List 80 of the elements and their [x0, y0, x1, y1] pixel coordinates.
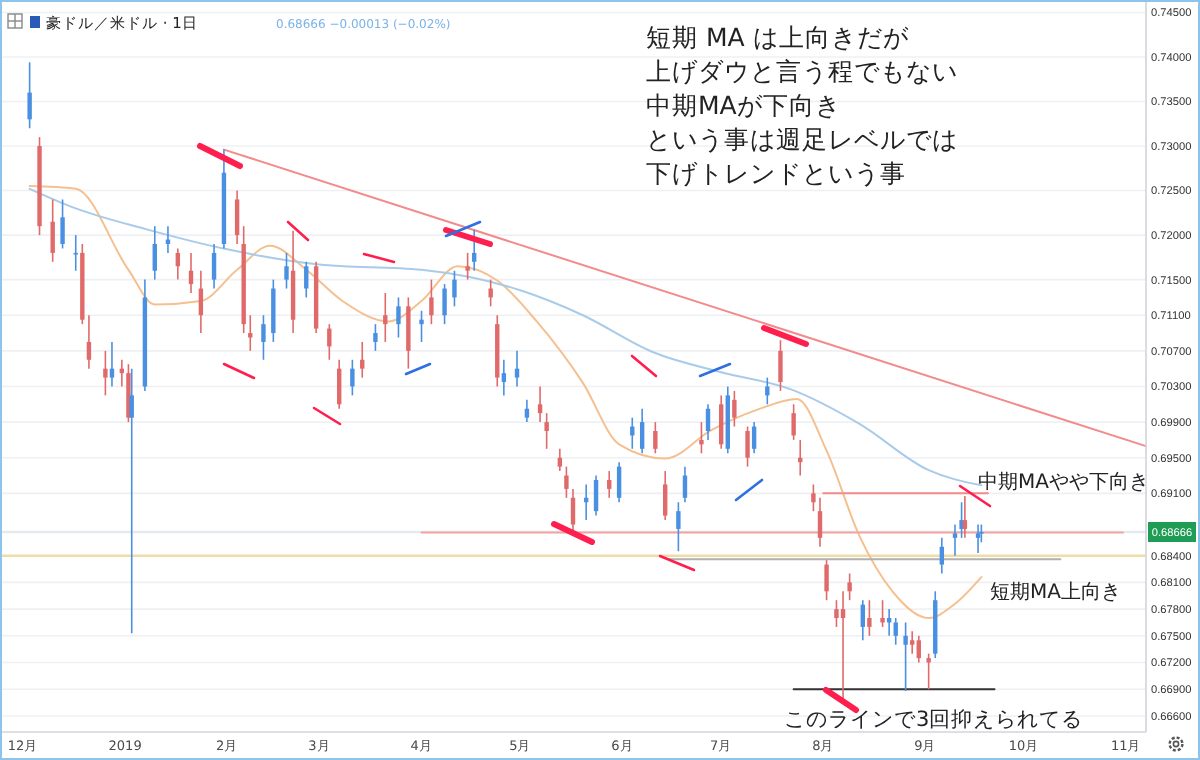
candlestick: [27, 61, 32, 130]
line-series: [28, 185, 983, 620]
candlestick: [663, 470, 668, 521]
candlestick: [109, 341, 115, 388]
candlestick: [952, 523, 958, 557]
candlestick: [705, 403, 711, 441]
candlestick: [514, 350, 520, 388]
candlestick: [406, 296, 411, 370]
candlestick: [73, 234, 78, 272]
candlestick: [860, 599, 865, 642]
candlestick: [419, 309, 424, 343]
candlestick: [676, 501, 681, 553]
candlestick: [682, 465, 688, 504]
candlestick: [284, 252, 289, 290]
candlestick: [834, 599, 839, 628]
candlestick: [396, 296, 401, 339]
candlestick: [939, 537, 945, 575]
line-series: [28, 187, 983, 487]
candlestick: [745, 425, 750, 468]
candlestick: [751, 421, 757, 455]
annotation: 中期MAが下向き: [646, 90, 841, 120]
candlestick: [327, 323, 332, 361]
candlestick: [465, 252, 470, 281]
candlestick: [524, 399, 530, 423]
candlestick: [962, 495, 968, 539]
candlestick: [537, 385, 543, 423]
candlestick: [360, 341, 365, 379]
candlestick: [903, 621, 908, 692]
annotation: という事は週足レベルでは: [646, 124, 958, 154]
candlestick: [211, 243, 217, 290]
candlestick: [261, 314, 266, 361]
candlestick: [765, 376, 770, 406]
candlestick: [791, 403, 796, 441]
candlestick: [271, 278, 276, 343]
candlestick: [778, 339, 783, 392]
candlestick: [304, 261, 309, 299]
candlestick: [926, 652, 931, 691]
annotation: 上げダウと言う程でもない: [646, 56, 958, 86]
candlestick: [350, 358, 355, 397]
candlestick: [867, 599, 872, 637]
annotation: 中期MAやや下向き: [978, 470, 1149, 494]
candlestick: [909, 630, 915, 655]
candlestick: [570, 488, 576, 535]
candlestick: [916, 635, 921, 664]
candlestick: [639, 407, 645, 455]
candlestick: [824, 559, 829, 601]
candlestick: [616, 461, 622, 504]
candlestick: [234, 189, 240, 245]
candlestick: [732, 390, 737, 428]
annotation: 短期MA上向き: [990, 580, 1121, 604]
candlestick: [501, 358, 507, 397]
annotation: 短期 MA は上向きだが: [646, 22, 911, 52]
annotation: 下げトレンドという事: [646, 158, 906, 188]
candlestick: [699, 421, 704, 455]
candlestick: [893, 617, 898, 646]
candlestick: [452, 269, 457, 308]
candlestick: [50, 198, 55, 263]
candlestick: [564, 465, 569, 499]
candlestick: [544, 412, 549, 450]
candlestick: [152, 225, 157, 281]
candlestick: [383, 292, 388, 343]
candlestick: [472, 228, 477, 272]
candlestick: [129, 367, 134, 634]
candlestick: [429, 278, 434, 325]
candlestick: [847, 572, 852, 601]
candlestick: [373, 323, 378, 352]
candlestick: [840, 590, 846, 702]
candlestick: [60, 198, 65, 250]
candlestick: [607, 470, 612, 499]
candlestick: [817, 497, 823, 548]
annotation: このラインで3回抑えられてる: [784, 708, 1084, 732]
candlestick: [488, 278, 493, 308]
candlestick: [103, 350, 108, 397]
candlestick: [880, 599, 885, 628]
candlestick: [593, 474, 599, 517]
candlestick: [126, 363, 131, 423]
candlestick: [442, 283, 447, 325]
candlestick: [718, 394, 724, 450]
candlestick: [653, 421, 658, 455]
candlestick: [557, 448, 563, 472]
